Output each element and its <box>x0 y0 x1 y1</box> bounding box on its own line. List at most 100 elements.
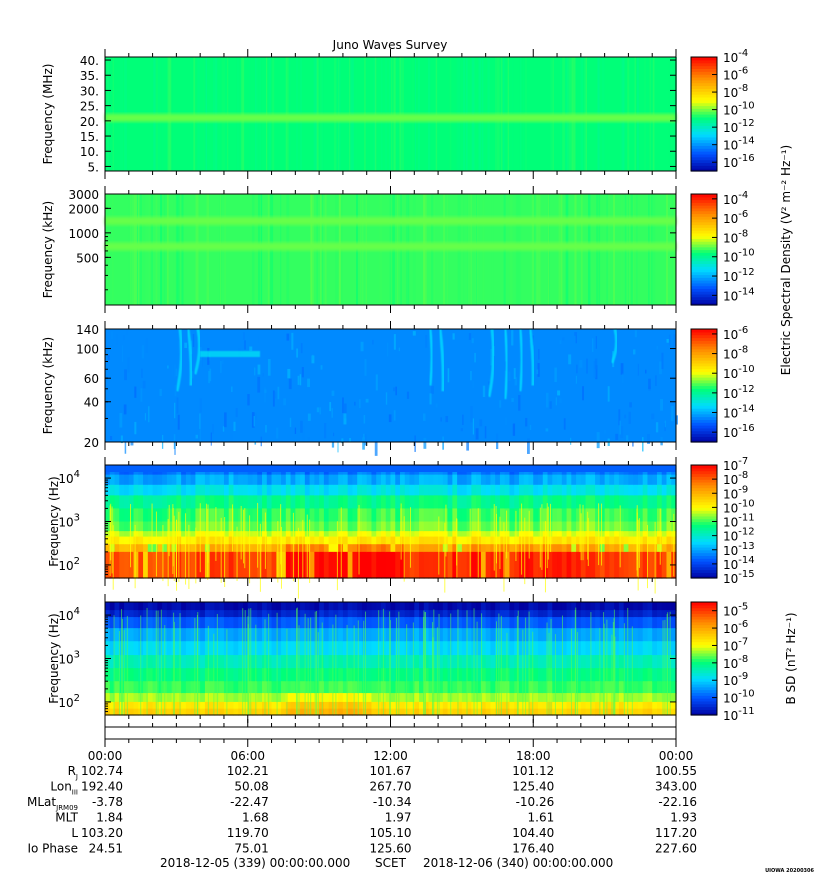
spectrogram-cell <box>323 474 330 486</box>
spectrogram-cell <box>414 641 420 656</box>
spectrogram-cell <box>185 484 192 496</box>
spectrogram-cell <box>438 602 444 611</box>
spectrogram-cell <box>114 708 120 716</box>
colorbar-segment <box>691 552 717 556</box>
spectrogram-cell <box>495 681 501 694</box>
spectrogram-cell <box>147 484 154 496</box>
spectrogram-cell <box>300 628 306 642</box>
spectrogram-cell <box>185 655 192 669</box>
spectrogram-cell <box>347 668 354 682</box>
spectrogram-cell <box>185 641 192 656</box>
spectrogram-cell <box>342 628 349 642</box>
time-tick-label: 00:00 <box>88 749 123 763</box>
spectrogram-texture <box>199 428 201 443</box>
spectrogram-cell <box>352 544 358 553</box>
spectrogram-spike <box>396 617 398 715</box>
spectrogram-cell <box>319 484 325 496</box>
spectrogram-cell <box>276 484 282 496</box>
colorbar-segment <box>691 607 717 612</box>
colorbar-segment <box>691 399 717 404</box>
spectrogram-cell <box>395 508 401 523</box>
spectrogram-cell <box>338 484 344 496</box>
spectrogram-cell <box>300 708 306 716</box>
spectrogram-spike <box>155 610 157 715</box>
spectrogram-cell <box>366 681 373 694</box>
spectrogram-cell <box>509 602 515 611</box>
spectrogram-cell <box>228 708 235 716</box>
spectrogram-cell <box>214 531 220 538</box>
spectrogram-cell <box>314 484 320 496</box>
spectrogram-cell <box>485 508 492 523</box>
colorbar-segment <box>691 354 717 358</box>
spectrogram-cell <box>523 484 530 496</box>
spectrogram-cell <box>271 641 277 656</box>
colorbar-segment <box>691 490 717 494</box>
spectrogram-cell <box>276 474 282 486</box>
spectrogram-spike <box>140 615 142 715</box>
spectrogram-cell <box>419 536 425 545</box>
spectrogram-cell <box>266 495 273 510</box>
spectrogram-cell <box>281 701 287 710</box>
spectrogram-cell <box>580 681 587 694</box>
spectrogram-cell <box>219 668 225 682</box>
spectrogram-cell <box>166 655 173 669</box>
spectrogram-cell <box>656 531 663 538</box>
spectrogram-cell <box>400 484 406 496</box>
spectrogram-cell <box>414 484 420 496</box>
spectrogram-cell <box>242 531 249 538</box>
colorbar-segment <box>691 518 717 523</box>
spectrogram-cell <box>181 641 187 656</box>
spectrogram-cell <box>342 602 349 611</box>
spectrogram-cell <box>195 521 201 532</box>
spectrogram-texture <box>291 332 294 350</box>
spectrogram-cell <box>328 536 334 545</box>
spectrogram-cell <box>414 708 420 716</box>
spectrogram-cell <box>281 708 287 716</box>
spectrogram-cell <box>380 602 387 611</box>
spectrogram-cell <box>247 484 254 496</box>
spectrogram-spike <box>207 504 209 563</box>
spectrogram-cell <box>152 521 158 532</box>
spectrogram-cell <box>181 610 187 618</box>
spectrogram-cell <box>476 536 482 545</box>
spectrogram-cell <box>371 602 377 611</box>
spectrogram-cell <box>385 484 392 496</box>
spectrogram-cell <box>285 531 292 538</box>
spectrogram-cell <box>452 610 458 618</box>
spectrogram-cell <box>428 551 434 579</box>
spectrogram-cell <box>485 655 492 669</box>
y-tick-label: 20 <box>84 436 99 450</box>
colorbar-segment <box>691 473 717 477</box>
spectrogram-spike <box>522 629 524 715</box>
spectrogram-cell <box>618 628 625 642</box>
spectrogram-cell <box>633 544 639 553</box>
spectrogram-cell <box>166 610 173 618</box>
spectrogram-cell <box>633 641 639 656</box>
spectrogram-cell <box>647 655 653 669</box>
spectrogram-cell <box>209 531 216 538</box>
spectrogram-cell <box>262 551 268 579</box>
spectrogram-cell <box>266 668 273 682</box>
spectrogram-cell <box>109 602 116 611</box>
spectrogram-cell <box>614 628 620 642</box>
spectrogram-cell <box>147 693 154 703</box>
spectrogram-texture <box>576 364 578 374</box>
spectrogram-cell <box>380 484 387 496</box>
spectrogram-cell <box>157 521 163 532</box>
spectrogram-cell <box>338 681 344 694</box>
spectrogram-cell <box>357 610 363 618</box>
spectrogram-cell <box>409 693 415 703</box>
spectrogram-cell <box>614 544 620 553</box>
colorbar-segment <box>691 368 717 372</box>
spectrogram-cell <box>461 602 468 611</box>
spectrogram-cell <box>647 610 653 618</box>
spectrogram-cell <box>423 536 430 545</box>
spectrogram-cell <box>538 610 544 618</box>
spectrogram-cell <box>414 495 420 510</box>
spectrogram-cell <box>204 474 211 486</box>
spectrogram-cell <box>442 617 449 629</box>
spectrogram-cell <box>223 508 230 523</box>
colorbar-frame <box>690 56 718 172</box>
spectrogram-cell <box>400 508 406 523</box>
spectrogram-spike <box>603 612 605 715</box>
